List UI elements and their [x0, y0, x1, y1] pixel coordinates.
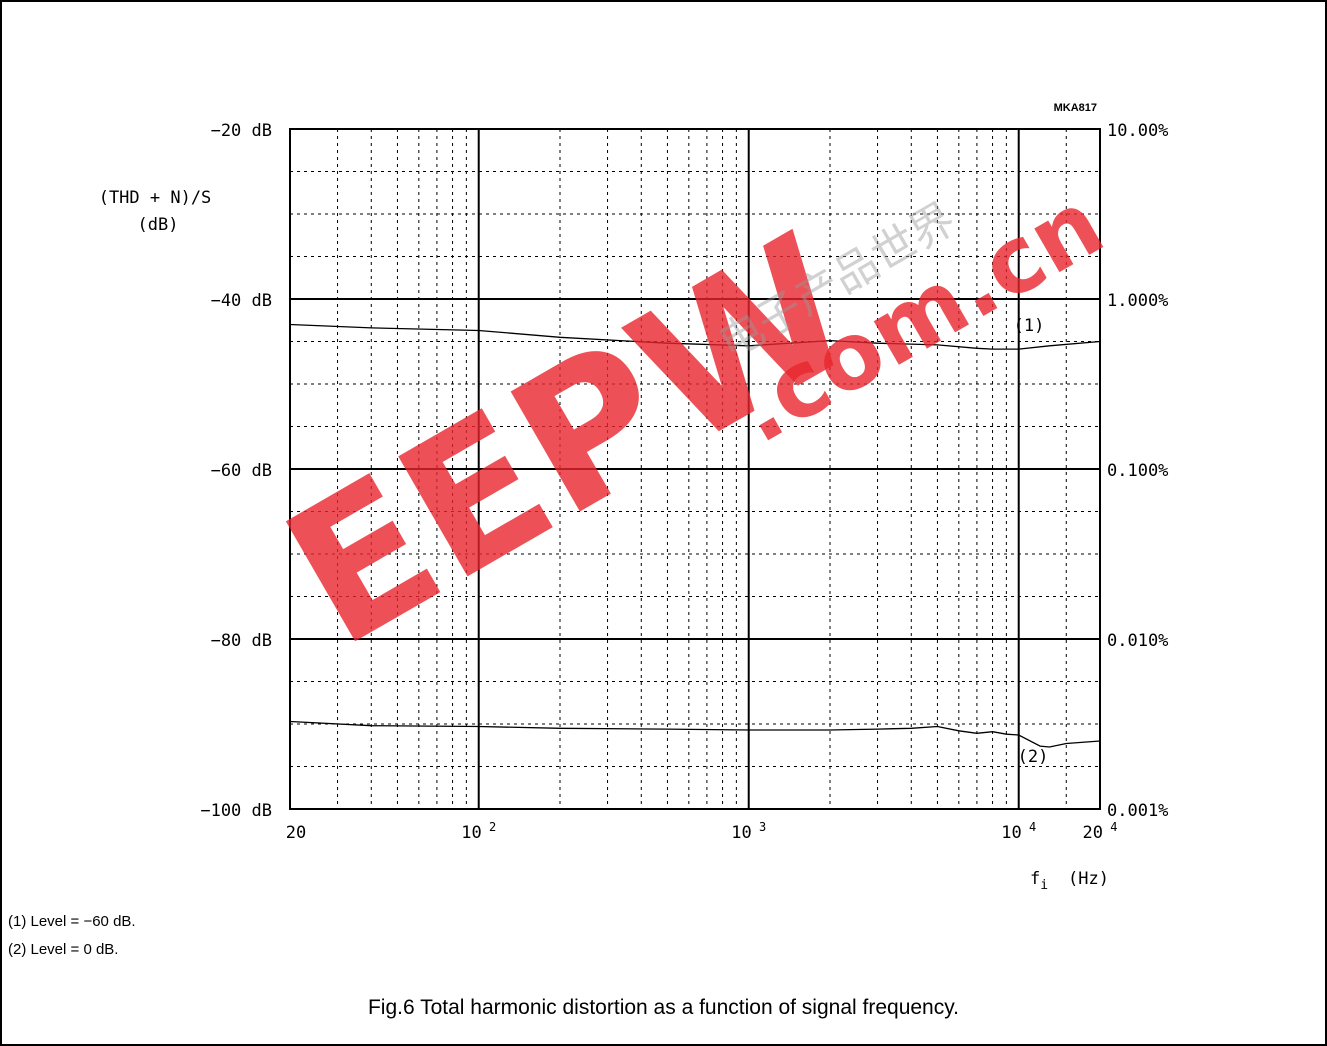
- series-line-1: [289, 323, 1101, 350]
- y-tick-label-right: 0.100%: [1107, 461, 1168, 481]
- y-tick-label-right: 1.000%: [1107, 291, 1168, 311]
- x-axis-label: fi: [1030, 869, 1048, 893]
- x-axis-label-subscript: i: [1040, 878, 1048, 893]
- x-tick-exponent: 2: [482, 820, 496, 834]
- x-axis-unit: (Hz): [1068, 869, 1109, 889]
- note-level-2: (2) Level = 0 dB.: [8, 941, 119, 958]
- series-line-2: [289, 720, 1101, 748]
- y-tick-label-left: −20 dB: [211, 121, 272, 141]
- series-label-2: (2): [1018, 747, 1049, 767]
- x-tick-label: 20: [286, 823, 306, 843]
- y-axis-label: (dB): [138, 215, 179, 235]
- y-tick-label-right: 0.010%: [1107, 631, 1168, 651]
- y-tick-label-left: −40 dB: [211, 291, 272, 311]
- y-tick-label-left: −100 dB: [200, 801, 272, 821]
- x-tick-label: 10 4: [1001, 820, 1036, 843]
- x-tick-label: 10 3: [731, 820, 766, 843]
- x-tick-exponent: 3: [752, 820, 766, 834]
- note-level-1: (1) Level = −60 dB.: [8, 913, 136, 930]
- x-tick-label: 10 2: [461, 820, 496, 843]
- series-label-1: (1): [1014, 316, 1045, 336]
- figure-caption: Fig.6 Total harmonic distortion as a fun…: [367, 996, 960, 1019]
- x-tick-label: 20 4: [1083, 820, 1118, 843]
- y-tick-label-right: 10.00%: [1107, 121, 1168, 141]
- x-tick-exponent: 4: [1103, 820, 1117, 834]
- figure-code: MKA817: [1054, 102, 1097, 114]
- x-tick-exponent: 4: [1022, 820, 1036, 834]
- y-axis-label: (THD + N)/S: [99, 188, 212, 208]
- y-tick-label-left: −60 dB: [211, 461, 272, 481]
- y-tick-label-left: −80 dB: [211, 631, 272, 651]
- chart: −20 dB −40 dB −60 dB −80 dB −100 dB 10.00% 1.0…: [99, 102, 1169, 893]
- y-tick-label-right: 0.001%: [1107, 801, 1168, 821]
